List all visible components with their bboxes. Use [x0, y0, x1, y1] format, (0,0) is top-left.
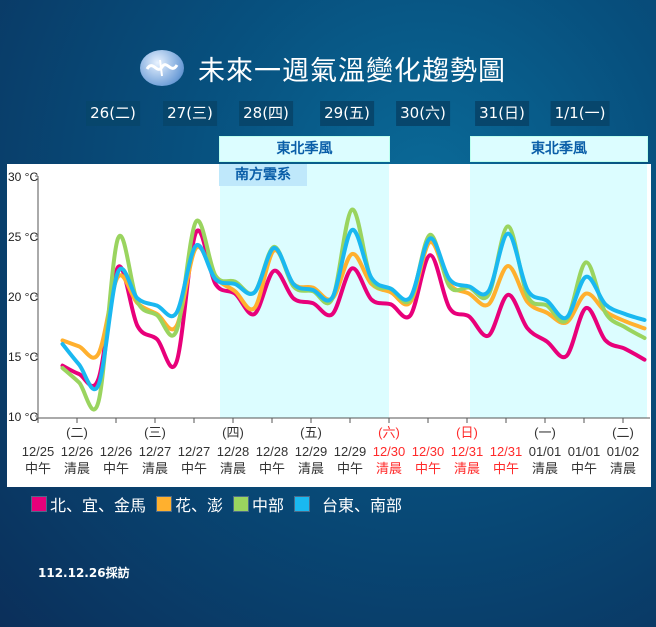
x-tick-time: 清晨	[220, 461, 246, 476]
y-tick-label: 25 °C	[8, 230, 38, 244]
y-tick-label: 15 °C	[8, 350, 38, 364]
x-tick-date: 12/31	[451, 444, 484, 459]
legend-label: 北、宜、金馬	[50, 496, 147, 515]
x-tick-time: 中午	[337, 461, 363, 476]
x-tick-weekday: (四)	[222, 425, 244, 440]
series-line-1	[60, 228, 647, 388]
x-tick-time: 中午	[493, 461, 519, 476]
x-tick-time: 清晨	[298, 461, 324, 476]
legend-swatch	[294, 496, 311, 512]
x-tick-date: 12/25	[22, 444, 55, 459]
x-tick-time: 中午	[571, 461, 597, 476]
series-line-4	[60, 227, 647, 392]
x-tick-date: 12/30	[373, 444, 406, 459]
weather-bureau-logo-icon	[140, 50, 184, 86]
x-tick-date: 12/31	[490, 444, 523, 459]
x-tick-time: 清晨	[610, 461, 636, 476]
y-tick-label: 20 °C	[8, 290, 38, 304]
x-tick-date: 12/28	[217, 444, 250, 459]
x-tick-weekday: (二)	[66, 425, 88, 440]
x-tick-time: 清晨	[532, 461, 558, 476]
legend-swatch	[233, 496, 250, 512]
day-label: 26(二)	[86, 101, 140, 126]
x-tick-date: 12/26	[61, 444, 94, 459]
southern-clouds-label: 南方雲系	[219, 164, 307, 186]
y-tick-label: 30 °C	[8, 170, 38, 184]
x-tick-weekday: (三)	[144, 425, 166, 440]
x-tick-date: 01/01	[568, 444, 601, 459]
x-tick-date: 12/27	[139, 444, 172, 459]
x-tick-date: 12/28	[256, 444, 289, 459]
x-tick-time: 中午	[259, 461, 285, 476]
x-tick-time: 清晨	[142, 461, 168, 476]
x-tick-time: 中午	[103, 461, 129, 476]
northeast-monsoon-label: 東北季風	[219, 136, 390, 162]
page-title: 未來一週氣溫變化趨勢圖	[198, 55, 506, 87]
day-label: 31(日)	[475, 101, 529, 126]
x-tick-date: 01/01	[529, 444, 562, 459]
x-tick-date: 12/29	[334, 444, 367, 459]
x-tick-date: 12/26	[100, 444, 133, 459]
day-label: 28(四)	[239, 101, 293, 126]
legend-label: 花、澎	[175, 496, 224, 515]
x-tick-time: 中午	[181, 461, 207, 476]
y-tick-label: 10 °C	[8, 410, 38, 424]
day-label: 27(三)	[163, 101, 217, 126]
x-tick-date: 12/27	[178, 444, 211, 459]
legend: 北、宜、金馬 花、澎 中部 台東、南部	[31, 492, 412, 516]
x-tick-time: 清晨	[64, 461, 90, 476]
x-tick-weekday: (五)	[300, 425, 322, 440]
x-tick-date: 01/02	[607, 444, 640, 459]
x-tick-weekday: (二)	[612, 425, 634, 440]
northeast-monsoon-band	[470, 164, 647, 418]
x-tick-time: 清晨	[376, 461, 402, 476]
x-tick-weekday: (日)	[456, 425, 478, 440]
legend-swatch	[31, 496, 47, 512]
day-label: 30(六)	[396, 101, 450, 126]
header: 未來一週氣溫變化趨勢圖	[140, 48, 506, 88]
legend-label: 台東、南部	[322, 496, 403, 515]
day-label: 1/1(一)	[550, 101, 610, 126]
day-label: 29(五)	[320, 101, 374, 126]
series-line-3	[60, 207, 647, 412]
x-tick-weekday: (六)	[378, 425, 400, 440]
legend-swatch	[156, 496, 173, 512]
x-tick-time: 中午	[25, 461, 51, 476]
x-tick-time: 中午	[415, 461, 441, 476]
x-tick-date: 12/30	[412, 444, 445, 459]
x-tick-date: 12/29	[295, 444, 328, 459]
legend-label: 中部	[252, 496, 285, 515]
interview-date-note: 112.12.26採訪	[38, 566, 130, 580]
x-tick-time: 清晨	[454, 461, 480, 476]
x-tick-weekday: (一)	[534, 425, 556, 440]
northeast-monsoon-label: 東北季風	[470, 136, 648, 162]
